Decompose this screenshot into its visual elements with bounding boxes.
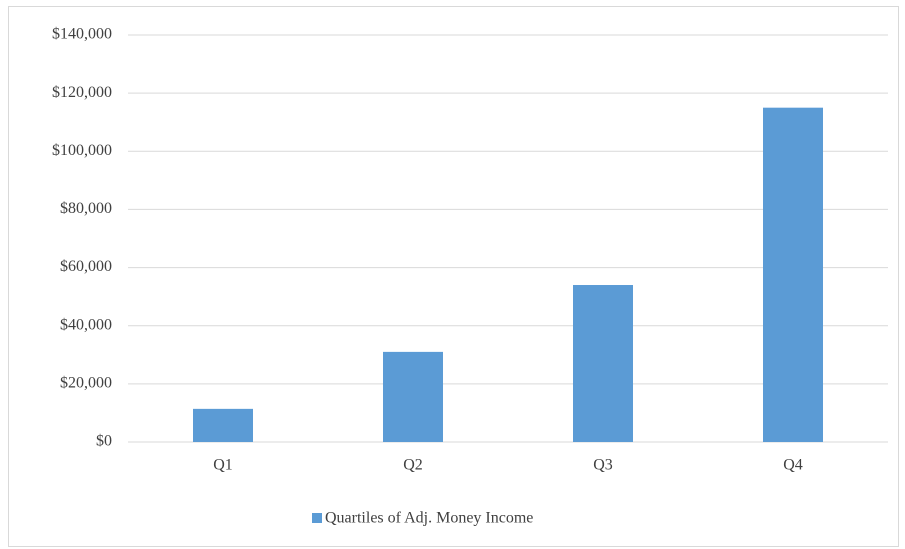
bar: [383, 351, 443, 442]
y-tick-label: $140,000: [52, 26, 112, 43]
x-tick-label: Q2: [403, 457, 423, 474]
y-tick-label: $100,000: [52, 142, 112, 159]
y-tick-label: $20,000: [60, 375, 112, 392]
chart-border: [8, 6, 899, 547]
bar: [193, 408, 253, 442]
y-tick-label: $60,000: [60, 258, 112, 275]
bar: [573, 285, 633, 442]
y-tick-label: $40,000: [60, 316, 112, 333]
legend-swatch: [312, 513, 322, 523]
y-tick-label: $0: [96, 433, 112, 450]
x-tick-label: Q4: [783, 457, 803, 474]
y-tick-label: $80,000: [60, 200, 112, 217]
legend-label: Quartiles of Adj. Money Income: [325, 510, 533, 527]
x-tick-label: Q3: [593, 457, 613, 474]
bar: [763, 107, 823, 442]
x-tick-label: Q1: [213, 457, 233, 474]
y-tick-label: $120,000: [52, 84, 112, 101]
